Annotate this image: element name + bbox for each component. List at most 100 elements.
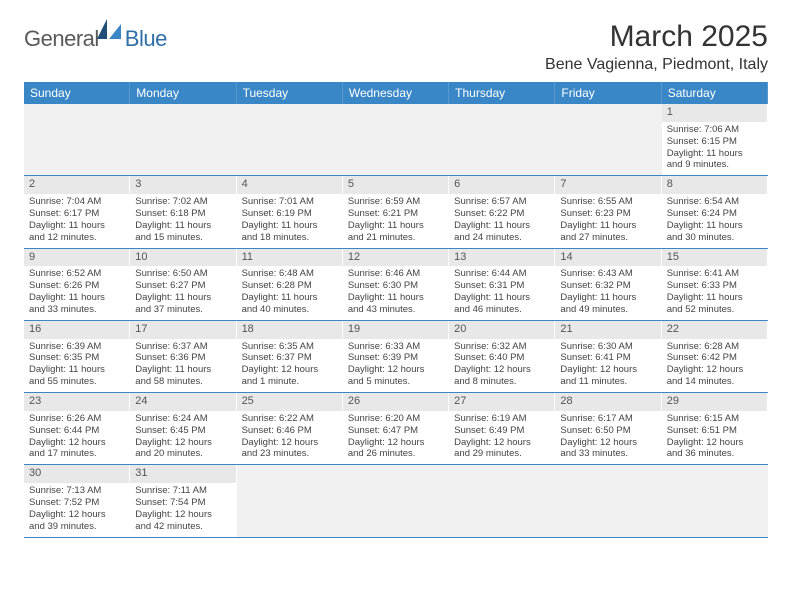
day-info-line: Daylight: 11 hours — [242, 292, 338, 304]
day-cell: 8Sunrise: 6:54 AMSunset: 6:24 PMDaylight… — [662, 176, 768, 247]
day-info-line: and 20 minutes. — [135, 448, 231, 460]
day-info-line: Sunset: 6:22 PM — [454, 208, 550, 220]
day-cell: 26Sunrise: 6:20 AMSunset: 6:47 PMDayligh… — [343, 393, 449, 464]
day-info-line: Sunset: 6:46 PM — [242, 425, 338, 437]
day-info-line: Daylight: 11 hours — [667, 292, 763, 304]
day-blank — [555, 104, 661, 175]
logo-text-a: General — [24, 26, 99, 52]
day-info-line: Daylight: 11 hours — [454, 220, 550, 232]
day-cell: 23Sunrise: 6:26 AMSunset: 6:44 PMDayligh… — [24, 393, 130, 464]
day-info-line: Sunrise: 6:17 AM — [560, 413, 656, 425]
day-info-line: Sunrise: 7:11 AM — [135, 485, 231, 497]
day-info-line: Daylight: 11 hours — [135, 364, 231, 376]
day-info-line: and 8 minutes. — [454, 376, 550, 388]
day-number: 3 — [130, 176, 236, 194]
day-number: 29 — [662, 393, 768, 411]
day-info-line: Sunset: 6:35 PM — [29, 352, 125, 364]
day-number: 15 — [662, 249, 768, 267]
day-cell: 13Sunrise: 6:44 AMSunset: 6:31 PMDayligh… — [449, 249, 555, 320]
day-info-line: Sunset: 6:31 PM — [454, 280, 550, 292]
day-number: 26 — [343, 393, 449, 411]
day-number: 19 — [343, 321, 449, 339]
day-info-line: Sunrise: 7:04 AM — [29, 196, 125, 208]
day-number: 18 — [237, 321, 343, 339]
day-info-line: Sunset: 6:27 PM — [135, 280, 231, 292]
week-row: 23Sunrise: 6:26 AMSunset: 6:44 PMDayligh… — [24, 393, 768, 465]
day-info-line: Sunrise: 6:43 AM — [560, 268, 656, 280]
day-cell: 24Sunrise: 6:24 AMSunset: 6:45 PMDayligh… — [130, 393, 236, 464]
day-info-line: Sunrise: 6:46 AM — [348, 268, 444, 280]
day-cell: 7Sunrise: 6:55 AMSunset: 6:23 PMDaylight… — [555, 176, 661, 247]
day-blank — [449, 104, 555, 175]
dow-cell: Saturday — [662, 82, 768, 104]
day-number: 2 — [24, 176, 130, 194]
day-info-line: and 58 minutes. — [135, 376, 231, 388]
day-info-line: Daylight: 11 hours — [560, 220, 656, 232]
day-info-line: Sunset: 6:42 PM — [667, 352, 763, 364]
day-number: 1 — [662, 104, 768, 122]
day-info-line: Sunset: 6:40 PM — [454, 352, 550, 364]
day-info-line: Sunrise: 7:13 AM — [29, 485, 125, 497]
day-blank — [237, 465, 343, 536]
dow-cell: Monday — [130, 82, 236, 104]
day-number: 14 — [555, 249, 661, 267]
day-number: 5 — [343, 176, 449, 194]
day-number: 16 — [24, 321, 130, 339]
day-blank — [343, 465, 449, 536]
day-cell: 21Sunrise: 6:30 AMSunset: 6:41 PMDayligh… — [555, 321, 661, 392]
day-blank — [130, 104, 236, 175]
day-number: 28 — [555, 393, 661, 411]
day-info-line: Daylight: 11 hours — [135, 220, 231, 232]
day-info-line: Sunrise: 7:06 AM — [667, 124, 763, 136]
week-row: 2Sunrise: 7:04 AMSunset: 6:17 PMDaylight… — [24, 176, 768, 248]
day-info-line: Daylight: 11 hours — [454, 292, 550, 304]
day-info-line: Sunset: 6:26 PM — [29, 280, 125, 292]
day-info-line: and 18 minutes. — [242, 232, 338, 244]
dow-cell: Friday — [555, 82, 661, 104]
day-number: 22 — [662, 321, 768, 339]
day-cell: 18Sunrise: 6:35 AMSunset: 6:37 PMDayligh… — [237, 321, 343, 392]
day-number: 25 — [237, 393, 343, 411]
day-number: 20 — [449, 321, 555, 339]
weeks-container: 1Sunrise: 7:06 AMSunset: 6:15 PMDaylight… — [24, 104, 768, 538]
day-info-line: Daylight: 12 hours — [242, 364, 338, 376]
day-cell: 20Sunrise: 6:32 AMSunset: 6:40 PMDayligh… — [449, 321, 555, 392]
day-cell: 1Sunrise: 7:06 AMSunset: 6:15 PMDaylight… — [662, 104, 768, 175]
day-info-line: Sunrise: 6:41 AM — [667, 268, 763, 280]
day-info-line: Sunset: 6:30 PM — [348, 280, 444, 292]
day-info-line: and 14 minutes. — [667, 376, 763, 388]
day-info-line: and 21 minutes. — [348, 232, 444, 244]
day-info-line: Daylight: 12 hours — [667, 364, 763, 376]
day-info-line: Sunrise: 6:30 AM — [560, 341, 656, 353]
day-info-line: Daylight: 11 hours — [560, 292, 656, 304]
day-info-line: Daylight: 11 hours — [29, 220, 125, 232]
day-number: 11 — [237, 249, 343, 267]
day-info-line: Sunset: 7:54 PM — [135, 497, 231, 509]
day-cell: 6Sunrise: 6:57 AMSunset: 6:22 PMDaylight… — [449, 176, 555, 247]
day-info-line: Sunset: 6:24 PM — [667, 208, 763, 220]
day-blank — [24, 104, 130, 175]
day-info-line: and 42 minutes. — [135, 521, 231, 533]
day-info-line: and 24 minutes. — [454, 232, 550, 244]
day-number: 12 — [343, 249, 449, 267]
day-info-line: and 52 minutes. — [667, 304, 763, 316]
day-info-line: and 12 minutes. — [29, 232, 125, 244]
day-blank — [555, 465, 661, 536]
day-info-line: Sunrise: 7:02 AM — [135, 196, 231, 208]
day-info-line: Sunrise: 7:01 AM — [242, 196, 338, 208]
day-number: 27 — [449, 393, 555, 411]
day-info-line: Sunset: 7:52 PM — [29, 497, 125, 509]
day-info-line: and 15 minutes. — [135, 232, 231, 244]
day-info-line: and 43 minutes. — [348, 304, 444, 316]
day-info-line: Sunset: 6:21 PM — [348, 208, 444, 220]
day-number: 13 — [449, 249, 555, 267]
day-info-line: Sunset: 6:51 PM — [667, 425, 763, 437]
month-title: March 2025 — [545, 20, 768, 54]
day-info-line: and 23 minutes. — [242, 448, 338, 460]
week-row: 16Sunrise: 6:39 AMSunset: 6:35 PMDayligh… — [24, 321, 768, 393]
day-info-line: and 46 minutes. — [454, 304, 550, 316]
day-info-line: and 11 minutes. — [560, 376, 656, 388]
day-info-line: and 17 minutes. — [29, 448, 125, 460]
day-info-line: Sunrise: 6:52 AM — [29, 268, 125, 280]
day-info-line: Sunrise: 6:35 AM — [242, 341, 338, 353]
